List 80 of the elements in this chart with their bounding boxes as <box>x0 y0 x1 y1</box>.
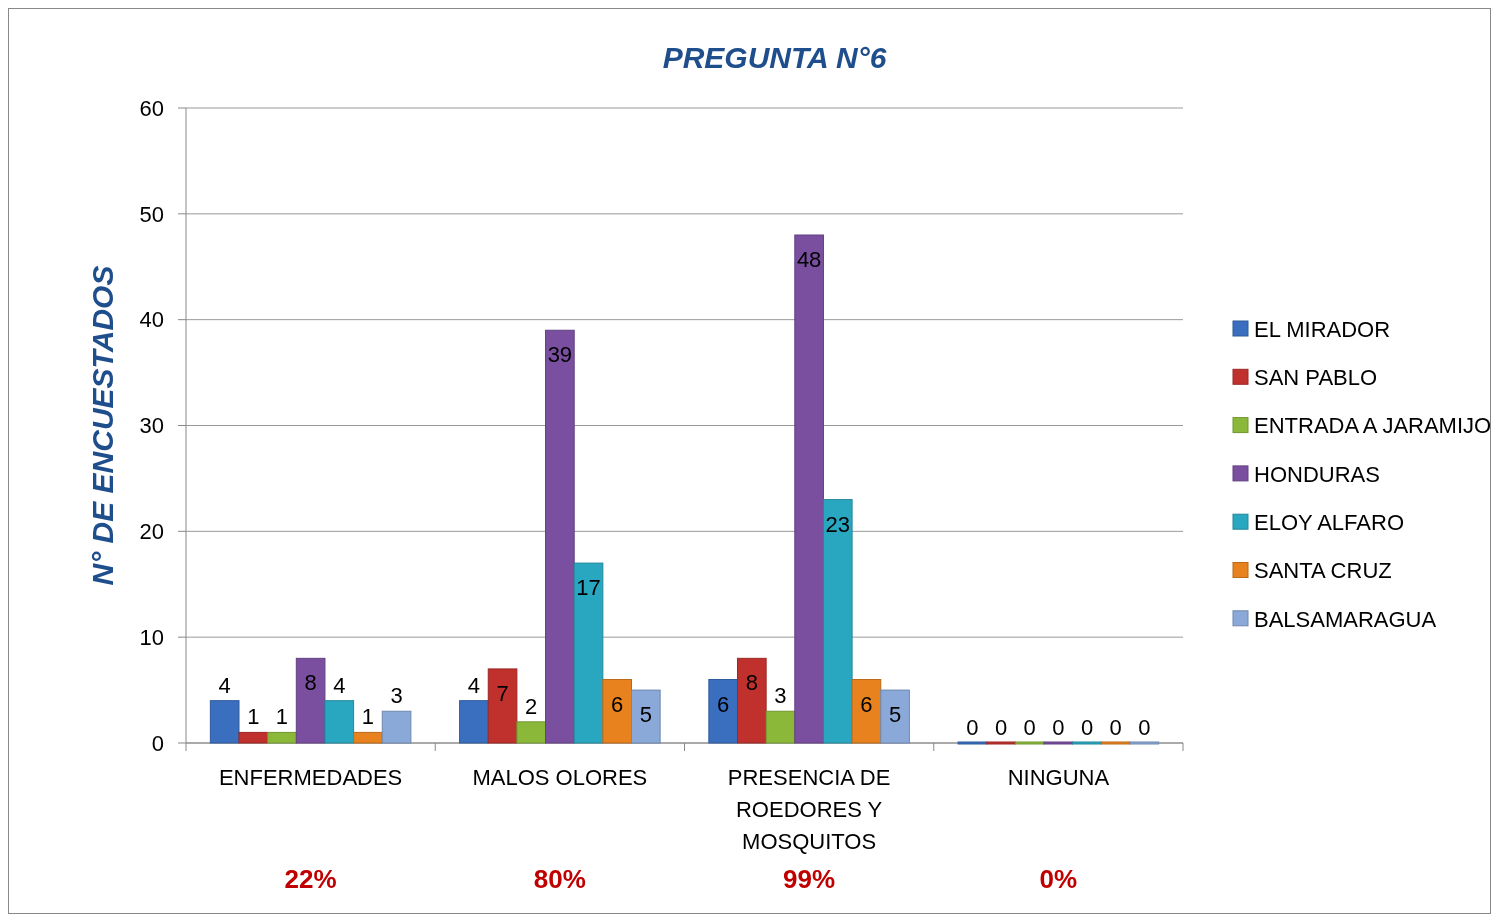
y-tick-label: 40 <box>139 307 164 333</box>
data-label: 0 <box>1109 715 1122 740</box>
text: 99% <box>783 864 836 894</box>
bar <box>822 499 853 744</box>
data-label: 0 <box>1052 715 1065 740</box>
legend-label: BALSAMARAGUA <box>1254 606 1437 632</box>
bar <box>516 721 547 744</box>
bar <box>459 700 489 744</box>
bar <box>631 689 661 744</box>
data-label: 8 <box>745 670 758 696</box>
data-label: 0 <box>1080 715 1094 740</box>
text: 22% <box>284 864 337 894</box>
data-label: 6 <box>717 691 730 717</box>
x-tick-label: PRESENCIA DE ROEDORES Y MOSQUITOS <box>727 765 891 854</box>
data-label: 4 <box>218 672 231 698</box>
bar <box>1014 741 1045 745</box>
y-tick-label: 10 <box>139 624 164 650</box>
bar <box>1100 741 1131 745</box>
bar <box>381 710 412 744</box>
x-tick-label: ENFERMEDADES <box>218 765 403 790</box>
data-label: 7 <box>496 680 509 706</box>
legend-label: EL MIRADOR <box>1254 316 1391 342</box>
data-label: 48 <box>796 247 822 272</box>
y-tick-label: 0 <box>151 730 164 756</box>
bar <box>267 731 297 744</box>
bar <box>957 741 988 745</box>
bar <box>1072 741 1102 745</box>
bar <box>602 679 632 744</box>
data-label: 4 <box>467 672 481 698</box>
legend-label: HONDURAS <box>1254 461 1380 487</box>
chart-title: PREGUNTA N°6 <box>662 41 887 74</box>
legend-label: ENTRADA A JARAMIJO <box>1254 413 1492 439</box>
legend-label: ELOY ALFARO <box>1254 509 1405 535</box>
data-label: 3 <box>390 683 403 709</box>
data-label: 5 <box>639 702 652 728</box>
data-label: 1 <box>361 704 375 730</box>
data-label: 39 <box>547 342 573 368</box>
y-axis-title: N° DE ENCUESTADOS <box>86 265 119 586</box>
x-tick-label: MALOS OLORES <box>472 765 648 790</box>
bar <box>573 562 604 744</box>
data-label: 6 <box>860 691 873 717</box>
bar <box>851 679 882 744</box>
bar <box>765 710 796 744</box>
bar <box>295 657 326 744</box>
data-label: 0 <box>994 715 1008 740</box>
data-label: 0 <box>1023 715 1036 740</box>
bar <box>238 731 269 744</box>
bar <box>487 668 518 744</box>
text: 0% <box>1039 864 1078 894</box>
data-label: 4 <box>333 672 346 698</box>
bar <box>353 731 383 744</box>
legend-label: SANTA CRUZ <box>1254 558 1392 584</box>
bar <box>986 741 1016 745</box>
y-tick-label: 20 <box>139 519 164 545</box>
y-tick-label: 60 <box>139 95 164 121</box>
bar <box>209 700 240 744</box>
data-label: 3 <box>774 683 787 709</box>
x-tick-label: NINGUNA <box>1007 765 1110 790</box>
bar <box>1043 741 1074 745</box>
data-label: 1 <box>247 704 260 730</box>
data-label: 17 <box>576 575 601 601</box>
data-label: 0 <box>966 715 979 740</box>
data-label: 8 <box>304 670 317 696</box>
bar <box>708 679 738 744</box>
y-tick-label: 50 <box>139 201 164 227</box>
data-label: 6 <box>611 691 624 717</box>
text: 80% <box>533 864 586 894</box>
bar <box>880 689 910 744</box>
bar <box>794 234 824 744</box>
data-label: 23 <box>825 511 851 537</box>
bar <box>1129 741 1160 745</box>
legend-label: SAN PABLO <box>1254 365 1378 390</box>
y-tick-label: 30 <box>139 413 164 439</box>
bar <box>324 700 355 744</box>
data-label: 0 <box>1138 715 1151 740</box>
data-label: 5 <box>888 702 902 728</box>
bar <box>545 329 575 744</box>
data-label: 1 <box>275 704 289 730</box>
bar <box>737 657 767 744</box>
data-label: 2 <box>525 693 538 719</box>
